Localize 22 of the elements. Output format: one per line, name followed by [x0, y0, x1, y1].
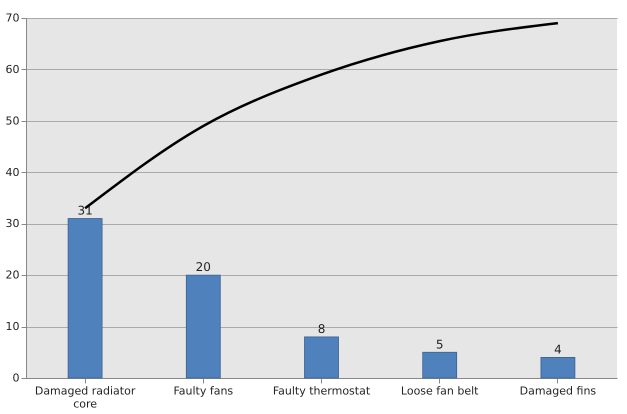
y-tick-label: 30	[6, 217, 20, 230]
x-tick-label: Loose fan belt	[400, 384, 480, 398]
x-tick-label: Damaged fins	[520, 384, 596, 398]
data-label: 4	[554, 342, 562, 356]
bar	[304, 336, 339, 378]
y-tick-label: 10	[6, 320, 20, 334]
bar	[68, 218, 102, 378]
x-tick-label: Faulty thermostat	[272, 384, 371, 398]
bar	[422, 352, 458, 378]
y-tick-label: 0	[12, 372, 20, 384]
data-label: 8	[318, 322, 326, 336]
y-tick-label: 70	[6, 12, 20, 24]
bar	[186, 274, 221, 378]
data-label: 5	[436, 337, 444, 352]
x-tick-label: Faulty fans	[173, 384, 234, 398]
x-tick-label: Damaged radiator core	[34, 384, 136, 410]
y-tick-label: 50	[6, 114, 20, 128]
bar	[540, 357, 576, 378]
y-tick-label: 60	[6, 62, 20, 76]
y-tick-label: 20	[6, 268, 20, 282]
data-label: 20	[196, 260, 211, 274]
y-tick-label: 40	[6, 166, 20, 179]
